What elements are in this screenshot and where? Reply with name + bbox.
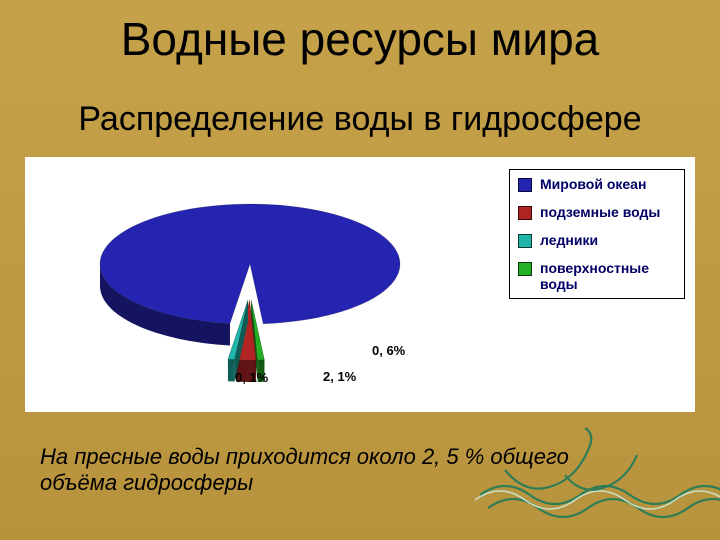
pie-chart bbox=[85, 199, 455, 404]
legend-swatch-ground bbox=[518, 206, 532, 220]
legend-label: подземные воды bbox=[540, 204, 660, 220]
legend-item-glacier: ледники bbox=[510, 226, 684, 254]
legend: Мировой океан подземные воды ледники пов… bbox=[509, 169, 685, 299]
slide-title: Водные ресурсы мира bbox=[0, 12, 720, 66]
legend-item-surface: поверхностные воды bbox=[510, 254, 684, 298]
legend-label: Мировой океан bbox=[540, 176, 646, 192]
legend-swatch-surface bbox=[518, 262, 532, 276]
slice-label-glacier: 0, 6% bbox=[372, 343, 405, 358]
legend-swatch-ocean bbox=[518, 178, 532, 192]
slice-label-ocean: 97, 2% bbox=[225, 179, 265, 194]
slice-label-surface: 0, 1% bbox=[235, 370, 268, 385]
footnote: На пресные воды приходится около 2, 5 % … bbox=[40, 444, 580, 496]
legend-label: ледники bbox=[540, 232, 598, 248]
pie-svg bbox=[85, 199, 455, 399]
legend-swatch-glacier bbox=[518, 234, 532, 248]
chart-area: 97, 2% 2, 1% 0, 6% 0, 1% Мировой океан п… bbox=[25, 157, 695, 412]
slide-subtitle: Распределение воды в гидросфере bbox=[0, 100, 720, 139]
legend-item-ocean: Мировой океан bbox=[510, 170, 684, 198]
slide: Водные ресурсы мира Распределение воды в… bbox=[0, 0, 720, 540]
legend-item-ground: подземные воды bbox=[510, 198, 684, 226]
legend-label: поверхностные воды bbox=[540, 260, 670, 292]
slice-label-ground: 2, 1% bbox=[323, 369, 356, 384]
